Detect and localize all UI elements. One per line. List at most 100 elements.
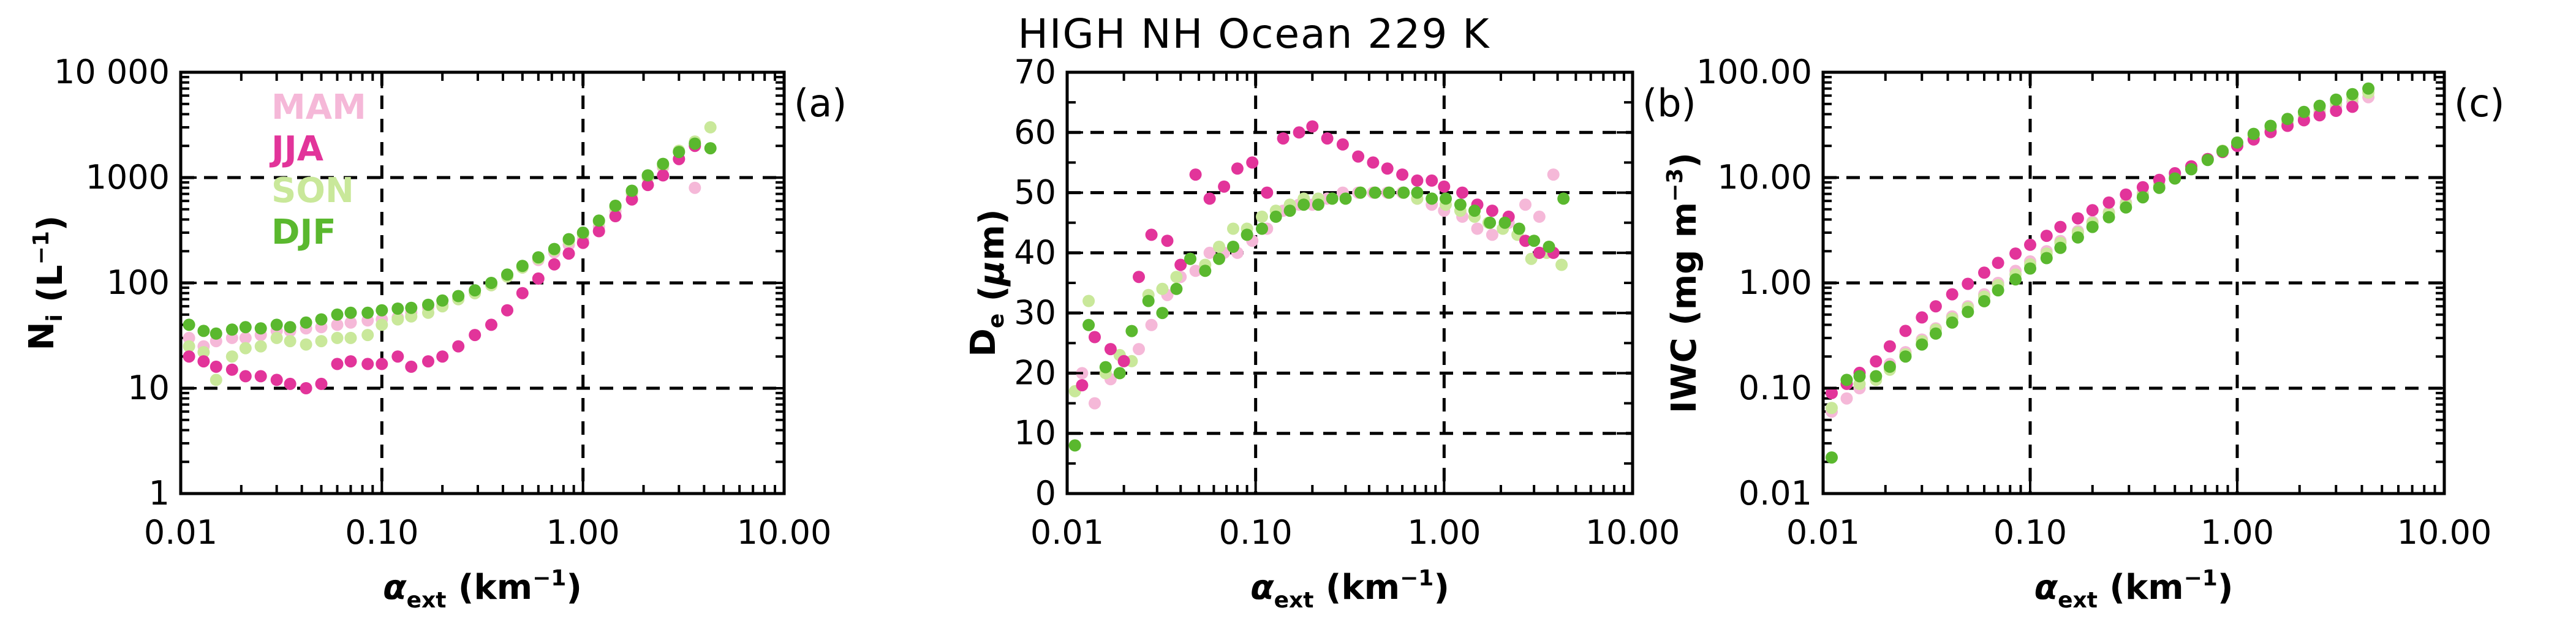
data-point-mam <box>1189 265 1202 277</box>
data-point-son <box>704 121 717 133</box>
chart-panel-1: 0.01 0.10 1.00 10.00 1 10 100 1000 10 000 αext (k… <box>22 53 847 613</box>
data-point-jja <box>436 350 449 363</box>
data-point-djf <box>2071 231 2084 244</box>
data-point-mam <box>1840 392 1853 405</box>
data-point-jja <box>1992 257 2004 269</box>
data-point-jja <box>1826 386 1838 399</box>
data-point-djf <box>1992 284 2004 297</box>
data-point-djf <box>1354 186 1367 199</box>
y-tick-label: 1 <box>149 474 170 513</box>
data-point-djf <box>1426 192 1438 205</box>
data-point-djf <box>1468 205 1481 217</box>
data-point-jja <box>1486 205 1498 217</box>
x-tick-label: 0.01 <box>1786 513 1860 552</box>
data-point-jja <box>1426 174 1438 187</box>
data-point-djf <box>2330 93 2343 106</box>
data-point-mam <box>183 331 195 344</box>
series-djf <box>1068 186 1570 452</box>
data-point-djf <box>1498 216 1511 229</box>
data-point-son <box>210 374 222 386</box>
data-point-son <box>225 350 238 363</box>
data-point-jja <box>1367 156 1380 169</box>
y-tick-label: 40 <box>1014 233 1056 272</box>
x-axis-title: αext (km−1) <box>383 566 582 613</box>
data-point-son <box>361 329 374 342</box>
data-point-djf <box>532 251 545 264</box>
data-point-djf <box>1227 241 1239 253</box>
data-point-djf <box>183 318 195 331</box>
data-point-djf <box>1082 318 1095 331</box>
y-axis-title: IWC (mg m−3) <box>1663 152 1704 413</box>
data-point-djf <box>2009 273 2022 286</box>
data-point-djf <box>1899 350 1912 363</box>
data-point-jja <box>501 304 513 317</box>
data-point-mam <box>689 181 701 194</box>
x-tick-label: 1.00 <box>546 513 620 552</box>
data-point-jja <box>422 355 434 368</box>
data-point-jja <box>2086 204 2099 217</box>
data-point-djf <box>2281 113 2294 126</box>
data-point-djf <box>1312 198 1324 211</box>
data-point-jja <box>1916 311 1928 324</box>
data-point-jja <box>452 340 465 353</box>
data-point-jja <box>1946 288 1958 301</box>
data-point-djf <box>2120 201 2132 214</box>
series-jja <box>1076 120 1560 392</box>
data-point-mam <box>1547 168 1560 181</box>
data-point-jja <box>625 193 638 206</box>
data-point-jja <box>2009 247 2022 260</box>
legend-entry-son: SON <box>271 171 354 211</box>
data-point-jja <box>2136 181 2149 194</box>
data-point-djf <box>284 321 297 334</box>
data-point-jja <box>1381 162 1394 175</box>
data-point-jja <box>1117 355 1130 367</box>
panel-label: (b) <box>1642 81 1696 126</box>
data-point-son <box>284 335 297 348</box>
data-point-jja <box>641 179 654 192</box>
data-point-jja <box>1145 228 1158 241</box>
data-point-djf <box>1978 295 1990 307</box>
data-point-jja <box>300 382 312 394</box>
data-point-djf <box>469 284 482 297</box>
data-point-djf <box>2086 220 2099 233</box>
data-point-jja <box>2346 100 2359 113</box>
data-point-jja <box>1321 132 1334 145</box>
data-point-djf <box>2313 99 2326 112</box>
data-point-djf <box>2102 211 2115 224</box>
data-point-jja <box>2120 188 2132 201</box>
data-point-jja <box>344 355 357 368</box>
data-point-djf <box>315 313 328 326</box>
data-point-mam <box>1089 397 1101 410</box>
data-point-djf <box>501 268 513 281</box>
series-son <box>183 121 717 386</box>
data-point-jja <box>183 350 195 363</box>
data-point-son <box>1082 295 1095 307</box>
data-point-djf <box>1170 282 1183 295</box>
data-point-djf <box>1199 265 1212 277</box>
data-point-djf <box>1142 295 1155 307</box>
data-point-djf <box>1826 451 1838 464</box>
data-point-jja <box>1336 138 1349 151</box>
x-tick-label: 0.01 <box>144 513 217 552</box>
panel-label: (c) <box>2454 81 2504 126</box>
legend-entry-mam: MAM <box>271 88 366 127</box>
data-point-jja <box>331 358 344 370</box>
data-point-djf <box>1528 235 1541 247</box>
data-point-djf <box>1326 192 1339 205</box>
data-point-jja <box>469 329 482 342</box>
data-point-jja <box>2330 105 2343 117</box>
y-tick-label: 0.01 <box>1739 474 1812 513</box>
data-point-djf <box>331 308 344 321</box>
data-point-mam <box>1519 198 1532 211</box>
data-point-jja <box>532 272 545 285</box>
figure-title: HIGH NH Ocean 229 K <box>1018 10 1490 58</box>
data-point-djf <box>625 184 638 197</box>
data-point-djf <box>1339 192 1352 205</box>
data-point-djf <box>592 214 605 227</box>
data-point-djf <box>2231 136 2243 149</box>
data-point-mam <box>1533 210 1546 223</box>
data-point-djf <box>1946 316 1958 329</box>
data-point-djf <box>376 304 388 317</box>
data-point-djf <box>2136 191 2149 204</box>
data-point-son <box>1826 402 1838 415</box>
